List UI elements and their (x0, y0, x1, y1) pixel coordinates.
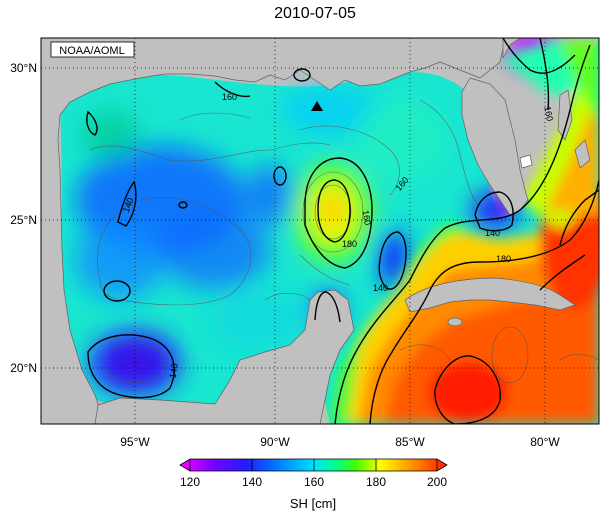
colorbar-tick-label: 140 (242, 475, 262, 489)
colorbar-tick-label: 200 (427, 475, 447, 489)
contour-label: 140 (121, 196, 136, 214)
source-label-box (50, 41, 135, 58)
map-title: 2010-07-05 (274, 5, 356, 22)
colorbar-bar (179, 458, 448, 472)
colorbar-tick-label: 120 (180, 475, 200, 489)
contours-thick (86, 38, 599, 424)
colorbar-tick-label: 180 (366, 475, 386, 489)
colorbar: 120 140 160 180 200 SH [cm] (179, 458, 448, 511)
station-marker-icon (311, 101, 323, 111)
lon-label: 90°W (260, 435, 290, 449)
contour-label: 180 (342, 239, 357, 249)
source-label: NOAA/AOML (59, 45, 124, 57)
contour-label: 140 (167, 362, 179, 379)
colorbar-tick-label: 160 (304, 475, 324, 489)
contour-label: 140 (485, 228, 500, 238)
lat-label: 30°N (10, 61, 37, 75)
colorbar-label: SH [cm] (290, 496, 336, 511)
lon-label: 85°W (395, 435, 425, 449)
lat-label: 20°N (10, 361, 37, 375)
gridlines (41, 38, 599, 424)
contour-label: 160 (360, 209, 372, 226)
contour-label: 160 (222, 92, 237, 102)
land-masses (41, 38, 599, 424)
contour-label: 180 (496, 254, 511, 264)
lat-label: 25°N (10, 213, 37, 227)
plot-area: 160 140 140 180 160 140 160 140 180 160 (41, 38, 599, 424)
lon-label: 80°W (530, 435, 560, 449)
colorbar-ticks (189, 459, 438, 471)
contour-label: 140 (373, 283, 388, 293)
plot-frame (40, 37, 600, 425)
contour-label: 160 (542, 105, 554, 122)
longitude-labels: 95°W 90°W 85°W 80°W (120, 435, 560, 449)
latitude-labels: 30°N 25°N 20°N (10, 61, 37, 375)
lon-label: 95°W (120, 435, 150, 449)
